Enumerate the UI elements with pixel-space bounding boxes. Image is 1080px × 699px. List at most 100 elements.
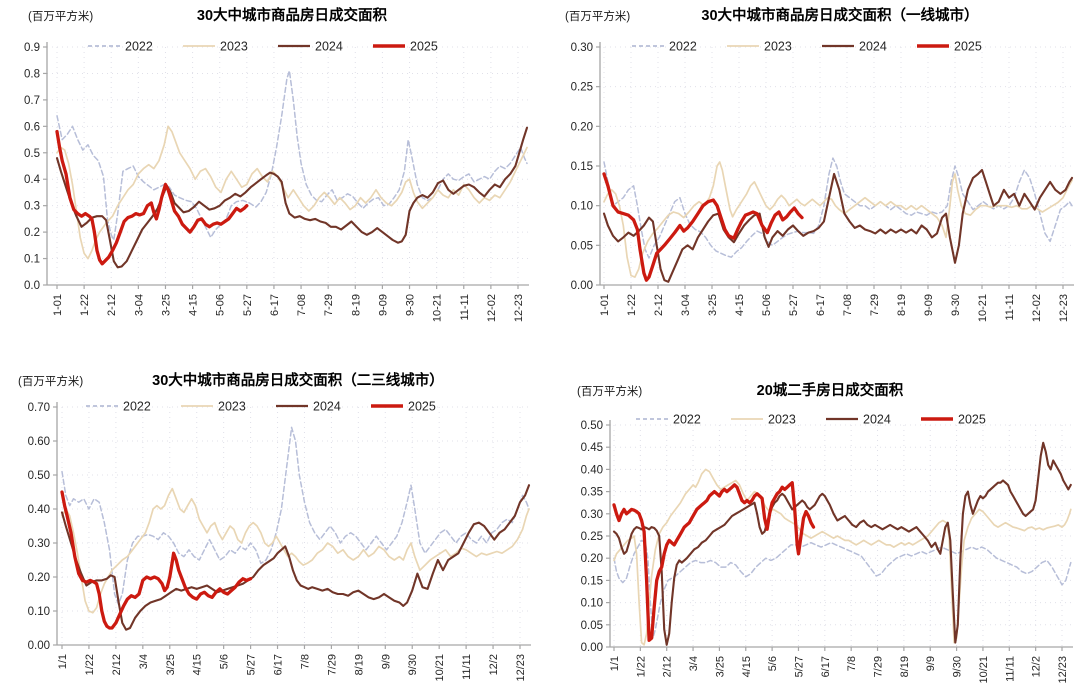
x-tick-label: 8/19 bbox=[899, 656, 911, 677]
x-tick-label: 12-02 bbox=[486, 294, 498, 322]
x-tick-label: 4-15 bbox=[188, 294, 200, 316]
x-tick-label: 9/30 bbox=[407, 654, 419, 675]
chart-title: 30大中城市商品房日成交面积（一线城市） bbox=[701, 6, 978, 24]
y-tick-label: 0.35 bbox=[581, 487, 603, 499]
x-tick-label: 7/8 bbox=[299, 654, 311, 669]
y-tick-label: 0.50 bbox=[28, 470, 50, 482]
x-tick-label: 9-30 bbox=[405, 294, 417, 316]
chart-title: 20城二手房日成交面积 bbox=[757, 381, 904, 399]
x-tick-label: 4-15 bbox=[734, 294, 746, 316]
x-tick-label: 2/12 bbox=[111, 654, 123, 675]
series-line-2023 bbox=[603, 161, 1073, 278]
y-tick-label: 0.30 bbox=[28, 538, 50, 550]
y-tick-label: 0.25 bbox=[581, 531, 603, 543]
chart-total: (百万平方米) 30大中城市商品房日成交面积 0.0 0.1 0.2 0.3 0.4 0.… bbox=[24, 6, 529, 322]
series-line-2022 bbox=[61, 426, 530, 605]
x-tick-label: 2/12 bbox=[662, 656, 674, 677]
x-tick-label: 7-08 bbox=[296, 294, 308, 316]
x-tick-label: 5-06 bbox=[761, 294, 773, 316]
series-line-2025 bbox=[60, 490, 253, 630]
legend-label-2022: 2022 bbox=[673, 413, 701, 427]
legend-label-2024: 2024 bbox=[859, 40, 887, 54]
series-line-2022 bbox=[603, 157, 1073, 259]
axis-unit-label: (百万平方米) bbox=[565, 9, 630, 23]
legend-label-2024: 2024 bbox=[313, 400, 341, 414]
x-tick-label: 4/15 bbox=[192, 654, 204, 675]
x-tick-label: 3-04 bbox=[133, 294, 145, 316]
x-tick-label: 9-09 bbox=[923, 294, 935, 316]
x-tick-label: 1-22 bbox=[79, 294, 91, 316]
legend-label-2022: 2022 bbox=[123, 400, 151, 414]
y-tick-label: 0.05 bbox=[581, 620, 603, 632]
x-tick-label: 12/23 bbox=[515, 654, 527, 682]
legend-label-2023: 2023 bbox=[218, 400, 246, 414]
chart-title: 30大中城市商品房日成交面积 bbox=[197, 6, 388, 24]
y-tick-label: 0.10 bbox=[581, 598, 603, 610]
y-tick-label: 0.20 bbox=[571, 121, 593, 133]
series-line-2025 bbox=[612, 481, 816, 642]
x-tick-label: 9/9 bbox=[925, 656, 937, 671]
x-tick-label: 5/6 bbox=[767, 656, 779, 671]
series-line-2024 bbox=[612, 441, 1072, 646]
y-tick-label: 0.9 bbox=[24, 42, 40, 54]
chart-tier23: (百万平方米) 30大中城市商品房日成交面积（二三线城市） 0.00 0.10 0.… bbox=[18, 371, 531, 682]
x-tick-label: 8-19 bbox=[896, 294, 908, 316]
y-tick-label: 0.3 bbox=[24, 201, 40, 213]
y-tick-label: 0.00 bbox=[28, 640, 50, 652]
x-tick-label: 7-29 bbox=[869, 294, 881, 316]
x-tick-label: 1/1 bbox=[57, 654, 69, 669]
chart-secondhand: (百万平方米) 20城二手房日成交面积 0.00 0.05 0.10 0.15 0.20… bbox=[577, 381, 1073, 684]
y-tick-label: 0.0 bbox=[24, 280, 40, 292]
y-tick-label: 0.10 bbox=[28, 606, 50, 618]
x-tick-label: 12-23 bbox=[513, 294, 525, 322]
x-tick-label: 3-04 bbox=[680, 294, 692, 316]
y-tick-label: 0.40 bbox=[28, 504, 50, 516]
legend-label-2025: 2025 bbox=[954, 40, 982, 54]
x-tick-label: 5-06 bbox=[215, 294, 227, 316]
series-line-2025 bbox=[55, 129, 249, 266]
x-tick-label: 2-12 bbox=[653, 294, 665, 316]
chart-panel-tier23: (百万平方米) 30大中城市商品房日成交面积（二三线城市） 0.00 0.10 0.… bbox=[0, 347, 540, 694]
x-tick-label: 1/22 bbox=[635, 656, 647, 677]
x-tick-label: 2-12 bbox=[106, 294, 118, 316]
y-tick-label: 0.1 bbox=[24, 254, 40, 266]
x-tick-label: 10-21 bbox=[977, 294, 989, 322]
series-line-2023 bbox=[613, 468, 1072, 646]
y-tick-label: 0.60 bbox=[28, 436, 50, 448]
x-tick-label: 7-08 bbox=[842, 294, 854, 316]
x-tick-label: 9/9 bbox=[380, 654, 392, 669]
x-tick-label: 3-25 bbox=[160, 294, 172, 316]
x-tick-label: 6-17 bbox=[269, 294, 281, 316]
x-tick-label: 10/21 bbox=[434, 654, 446, 682]
chart-title: 30大中城市商品房日成交面积（二三线城市） bbox=[152, 371, 444, 389]
legend-label-2023: 2023 bbox=[220, 40, 248, 54]
legend-label-2024: 2024 bbox=[315, 40, 343, 54]
y-tick-label: 0.2 bbox=[24, 227, 40, 239]
x-tick-label: 11/11 bbox=[1004, 656, 1016, 682]
y-tick-label: 0.15 bbox=[581, 575, 603, 587]
x-tick-label: 9-30 bbox=[950, 294, 962, 316]
y-tick-label: 0.50 bbox=[581, 420, 603, 432]
x-tick-label: 1-01 bbox=[599, 294, 611, 316]
x-tick-label: 6/17 bbox=[273, 654, 285, 675]
series-line-2024 bbox=[55, 126, 529, 269]
x-tick-label: 7/29 bbox=[326, 654, 338, 675]
x-tick-label: 9-09 bbox=[377, 294, 389, 316]
x-tick-label: 4/15 bbox=[741, 656, 753, 677]
series-line-2022 bbox=[56, 70, 528, 241]
y-tick-label: 0.5 bbox=[24, 148, 40, 160]
x-tick-label: 11-11 bbox=[1004, 294, 1016, 321]
legend-label-2025: 2025 bbox=[408, 400, 436, 414]
x-tick-label: 1-22 bbox=[626, 294, 638, 316]
x-tick-label: 5/6 bbox=[219, 654, 231, 669]
y-tick-label: 0.15 bbox=[571, 161, 593, 173]
legend-label-2023: 2023 bbox=[764, 40, 792, 54]
x-tick-label: 3/4 bbox=[138, 654, 150, 669]
series-line-2024 bbox=[602, 168, 1074, 283]
y-tick-label: 0.70 bbox=[28, 402, 50, 414]
y-tick-label: 0.20 bbox=[581, 553, 603, 565]
y-tick-label: 0.30 bbox=[571, 42, 593, 54]
x-tick-label: 1/1 bbox=[609, 656, 621, 671]
y-tick-label: 0.8 bbox=[24, 68, 40, 80]
x-tick-label: 7-29 bbox=[323, 294, 335, 316]
